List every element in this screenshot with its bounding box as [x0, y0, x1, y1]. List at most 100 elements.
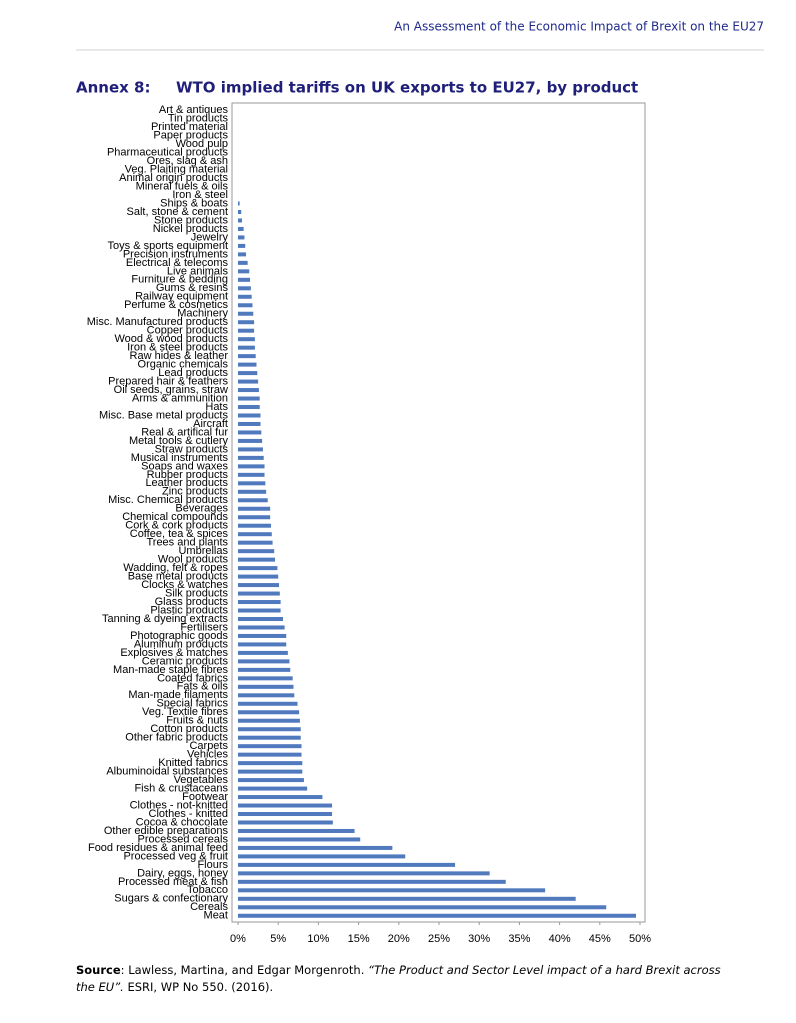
- y-tick-label: Silk products: [165, 587, 228, 599]
- y-tick-label: Processed meat & fish: [118, 876, 228, 888]
- bar: [238, 710, 300, 715]
- y-tick-label: Clothes - not-knitted: [130, 799, 228, 811]
- bar: [238, 820, 333, 825]
- annex-label: Annex 8:: [76, 79, 150, 97]
- bar: [238, 633, 287, 638]
- bar: [238, 845, 393, 850]
- bar: [238, 481, 266, 486]
- bar: [238, 769, 303, 774]
- bar: [238, 803, 333, 808]
- bar: [238, 209, 242, 214]
- bar: [238, 515, 271, 520]
- y-tick-label: Flours: [197, 859, 228, 871]
- source-publisher: ESRI, WP No 550. (2016).: [123, 980, 274, 994]
- y-tick-label: Fruits & nuts: [166, 715, 228, 727]
- y-tick-label: Mineral fuels & oils: [136, 180, 229, 192]
- bar: [238, 498, 268, 503]
- y-tick-label: Cocoa & chocolate: [136, 816, 228, 828]
- y-tick-label: Furniture & bedding: [131, 274, 228, 286]
- bar: [238, 752, 302, 757]
- y-tick-label: Other fabric products: [125, 732, 228, 744]
- y-tick-label: Iron & steel products: [127, 342, 228, 354]
- y-tick-label: Misc. Chemical products: [108, 494, 228, 506]
- y-tick-label: Rubber products: [147, 469, 229, 481]
- source-label: Source: [76, 963, 121, 977]
- x-tick-label: 0%: [230, 933, 246, 945]
- y-tick-label: Special fabrics: [156, 698, 228, 710]
- y-tick-label: Printed material: [151, 121, 228, 133]
- y-tick-label: Glass products: [155, 596, 229, 608]
- y-tick-label: Metal tools & cutlery: [129, 435, 229, 447]
- bar: [238, 828, 355, 833]
- y-tick-label: Soaps and waxes: [141, 460, 228, 472]
- bar: [238, 201, 240, 206]
- y-tick-label: Photographic goods: [130, 630, 228, 642]
- y-tick-label: Gums & resins: [156, 282, 229, 294]
- bar: [238, 608, 281, 613]
- bar: [238, 269, 250, 274]
- bar: [238, 430, 262, 435]
- bar: [238, 438, 263, 443]
- y-tick-label: Footwear: [182, 791, 228, 803]
- bar: [238, 303, 253, 308]
- bar: [238, 455, 264, 460]
- bar: [238, 379, 259, 384]
- y-tick-label: Ores, slag & ash: [147, 155, 228, 167]
- y-tick-label: Trees and plants: [146, 537, 228, 549]
- y-tick-label: Musical instruments: [131, 452, 229, 464]
- bar: [238, 464, 265, 469]
- bar: [238, 795, 323, 800]
- y-tick-label: Ships & boats: [160, 197, 228, 209]
- bar: [238, 506, 271, 511]
- y-tick-label: Veg. Textile fibres: [142, 706, 229, 718]
- bar: [238, 676, 293, 681]
- y-tick-label: Art & antiques: [159, 104, 229, 116]
- y-tick-label: Wood & wood products: [114, 333, 228, 345]
- bar: [238, 871, 490, 876]
- y-tick-label: Ceramic products: [142, 655, 229, 667]
- y-tick-label: Misc. Manufactured products: [87, 316, 229, 328]
- y-tick-label: Man-made staple fibres: [113, 664, 228, 676]
- y-tick-label: Vegetables: [174, 774, 229, 786]
- bar: [238, 362, 257, 367]
- y-tick-label: Veg. Plaiting material: [125, 164, 228, 176]
- bar: [238, 727, 301, 732]
- y-tick-label: Cork & cork products: [125, 520, 228, 532]
- bar: [238, 574, 279, 579]
- y-tick-label: Beverages: [175, 503, 228, 515]
- y-tick-label: Leather products: [145, 477, 228, 489]
- x-tick-label: 15%: [348, 933, 370, 945]
- y-tick-label: Food residues & animal feed: [88, 842, 228, 854]
- y-tick-label: Plastic products: [150, 604, 228, 616]
- bar: [238, 532, 272, 537]
- y-tick-label: Wood pulp: [176, 138, 228, 150]
- bar: [238, 642, 287, 647]
- y-tick-label: Precision instruments: [123, 248, 229, 260]
- y-tick-label: Oil seeds, grains, straw: [114, 384, 228, 396]
- bar: [238, 260, 248, 265]
- y-tick-label: Dairy, eggs, honey: [137, 867, 228, 879]
- bar: [238, 837, 361, 842]
- y-tick-label: Sugars & confectionary: [114, 893, 228, 905]
- y-tick-label: Toys & sports equipment: [108, 240, 228, 252]
- y-tick-label: Salt, stone & cement: [127, 206, 229, 218]
- bar: [238, 226, 244, 231]
- bar: [238, 328, 255, 333]
- y-tick-label: Live animals: [167, 265, 229, 277]
- bar: [238, 354, 256, 359]
- y-tick-label: Raw hides & leather: [130, 350, 229, 362]
- bar: [238, 447, 263, 452]
- y-tick-label: Tin products: [168, 113, 229, 125]
- plot-frame: [231, 102, 646, 923]
- y-tick-label: Hats: [205, 401, 228, 413]
- y-tick-label: Stone products: [154, 214, 228, 226]
- y-tick-label: Machinery: [177, 308, 228, 320]
- bar: [238, 320, 255, 325]
- bar: [238, 778, 304, 783]
- y-tick-label: Organic chemicals: [138, 359, 229, 371]
- bar: [238, 583, 280, 588]
- y-tick-label: Real & artifical fur: [141, 426, 228, 438]
- bar: [238, 786, 308, 791]
- bar: [238, 735, 301, 740]
- y-tick-label: Cotton products: [150, 723, 228, 735]
